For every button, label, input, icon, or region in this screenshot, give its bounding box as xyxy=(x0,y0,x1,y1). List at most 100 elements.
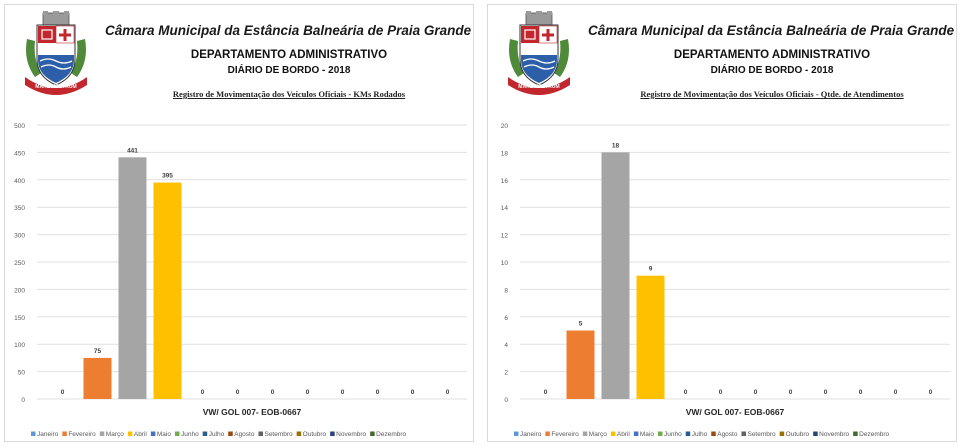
legend-swatch xyxy=(62,431,67,436)
data-label: 5 xyxy=(579,321,583,328)
data-label: 0 xyxy=(684,389,688,396)
legend-entry: Dezembro xyxy=(859,431,889,438)
legend-swatch xyxy=(202,431,208,436)
y-tick-label: 14 xyxy=(501,205,509,212)
bar-abril xyxy=(636,275,665,399)
data-label: 0 xyxy=(929,389,933,396)
x-axis-label: VW/ GOL 007- EOB-0667 xyxy=(203,407,302,417)
crest-motto: MARE NOSTRUM xyxy=(518,84,559,90)
y-tick-label: 18 xyxy=(501,150,509,157)
chart-title: Registro de Movimentação dos Veículos Of… xyxy=(172,89,406,99)
legend-swatch xyxy=(657,431,663,436)
legend-entry: Novembro xyxy=(819,431,849,438)
bar-chart-km: 0 50 100 150 200 250 300 350 400 450 500 0 75 441 395 0… xyxy=(14,123,467,438)
bar-fevereiro xyxy=(83,357,112,399)
data-label: 0 xyxy=(544,389,548,396)
y-tick-label: 8 xyxy=(504,287,508,294)
legend-swatch xyxy=(99,431,105,436)
legend-entry: Março xyxy=(589,431,607,438)
data-label: 0 xyxy=(719,389,723,396)
y-tick-label: 0 xyxy=(504,397,508,404)
bar-março xyxy=(601,152,630,399)
data-label: 0 xyxy=(754,389,758,396)
y-tick-label: 50 xyxy=(18,370,26,377)
y-tick-label: 350 xyxy=(14,205,25,212)
y-tick-label: 20 xyxy=(501,123,509,130)
legend-entry: Julho xyxy=(209,431,225,438)
legend-swatch xyxy=(330,431,335,436)
legend-entry: Maio xyxy=(157,431,171,438)
y-tick-label: 150 xyxy=(14,315,25,322)
legend-entry: Setembro xyxy=(747,431,776,438)
legend-entry: Setembro xyxy=(264,431,293,438)
y-tick-label: 450 xyxy=(14,150,25,157)
legend-swatch xyxy=(610,431,616,436)
y-tick-label: 500 xyxy=(14,123,25,130)
y-tick-label: 400 xyxy=(14,178,25,185)
y-tick-label: 250 xyxy=(14,260,25,267)
legend-entry: Agosto xyxy=(717,431,738,438)
chart-title: Registro de Movimentação dos Veículos Of… xyxy=(640,89,904,99)
chart-panel-km: MARE NOSTRUM Câmara Municipal da Estânci… xyxy=(4,4,474,442)
header-department: DEPARTAMENTO ADMINISTRATIVO xyxy=(190,49,388,61)
data-label: 0 xyxy=(306,389,310,396)
y-tick-label: 6 xyxy=(504,315,508,322)
data-label: 0 xyxy=(341,389,345,396)
legend-entry: Março xyxy=(106,431,124,438)
data-label: 0 xyxy=(61,389,65,396)
data-label: 395 xyxy=(162,173,173,180)
legend-entry: Abril xyxy=(617,431,631,438)
y-tick-label: 4 xyxy=(504,342,508,349)
legend-entry: Junho xyxy=(664,431,682,438)
municipal-crest-icon: MARE NOSTRUM xyxy=(25,11,87,95)
legend-swatch xyxy=(582,431,588,436)
legend-swatch xyxy=(296,431,302,436)
municipal-crest-icon: MARE NOSTRUM xyxy=(508,11,570,95)
y-tick-label: 16 xyxy=(501,178,509,185)
header-diary: DIÁRIO DE BORDO - 2018 xyxy=(710,65,834,76)
data-label: 0 xyxy=(894,389,898,396)
legend-entry: Julho xyxy=(692,431,708,438)
data-label: 0 xyxy=(271,389,275,396)
y-tick-label: 200 xyxy=(14,287,25,294)
data-label: 0 xyxy=(411,389,415,396)
y-tick-label: 300 xyxy=(14,233,25,240)
bar-chart-atendimentos: 0 2 4 6 8 10 12 14 16 18 20 0 5 18 9 0 0 0 0 0 0 0 0 VW/ GOL 00… xyxy=(501,123,950,438)
legend-swatch xyxy=(258,431,263,436)
legend-swatch xyxy=(174,431,180,436)
legend-entry: Outubro xyxy=(786,431,810,438)
legend-swatch xyxy=(779,431,785,436)
legend-entry: Janeiro xyxy=(37,431,59,438)
y-tick-label: 12 xyxy=(501,233,509,240)
data-label: 0 xyxy=(824,389,828,396)
legend-swatch xyxy=(228,431,233,436)
legend-entry: Agosto xyxy=(234,431,255,438)
y-tick-label: 10 xyxy=(501,260,509,267)
header-diary: DIÁRIO DE BORDO - 2018 xyxy=(227,65,351,76)
data-label: 0 xyxy=(236,389,240,396)
legend-entry: Dezembro xyxy=(376,431,406,438)
x-axis-label: VW/ GOL 007- EOB-0667 xyxy=(686,407,785,417)
data-label: 0 xyxy=(201,389,205,396)
data-label: 0 xyxy=(376,389,380,396)
data-label: 0 xyxy=(789,389,793,396)
legend-swatch xyxy=(813,431,818,436)
bar-abril xyxy=(153,182,182,399)
header-title: Câmara Municipal da Estância Balneária d… xyxy=(105,23,472,38)
chart-panel-atendimentos: MARE NOSTRUM Câmara Municipal da Estânci… xyxy=(487,4,957,442)
legend-swatch xyxy=(514,431,519,436)
data-label: 9 xyxy=(649,266,653,273)
legend-entry: Outubro xyxy=(303,431,327,438)
crest-motto: MARE NOSTRUM xyxy=(35,84,76,90)
legend-swatch xyxy=(633,431,639,436)
y-tick-label: 100 xyxy=(14,342,25,349)
bar-março xyxy=(118,157,147,399)
legend-entry: Novembro xyxy=(336,431,366,438)
data-label: 0 xyxy=(859,389,863,396)
legend-swatch xyxy=(853,431,858,436)
legend-swatch xyxy=(31,431,36,436)
legend-swatch xyxy=(370,431,375,436)
legend-entry: Abril xyxy=(134,431,148,438)
legend-entry: Maio xyxy=(640,431,654,438)
legend-swatch xyxy=(127,431,133,436)
